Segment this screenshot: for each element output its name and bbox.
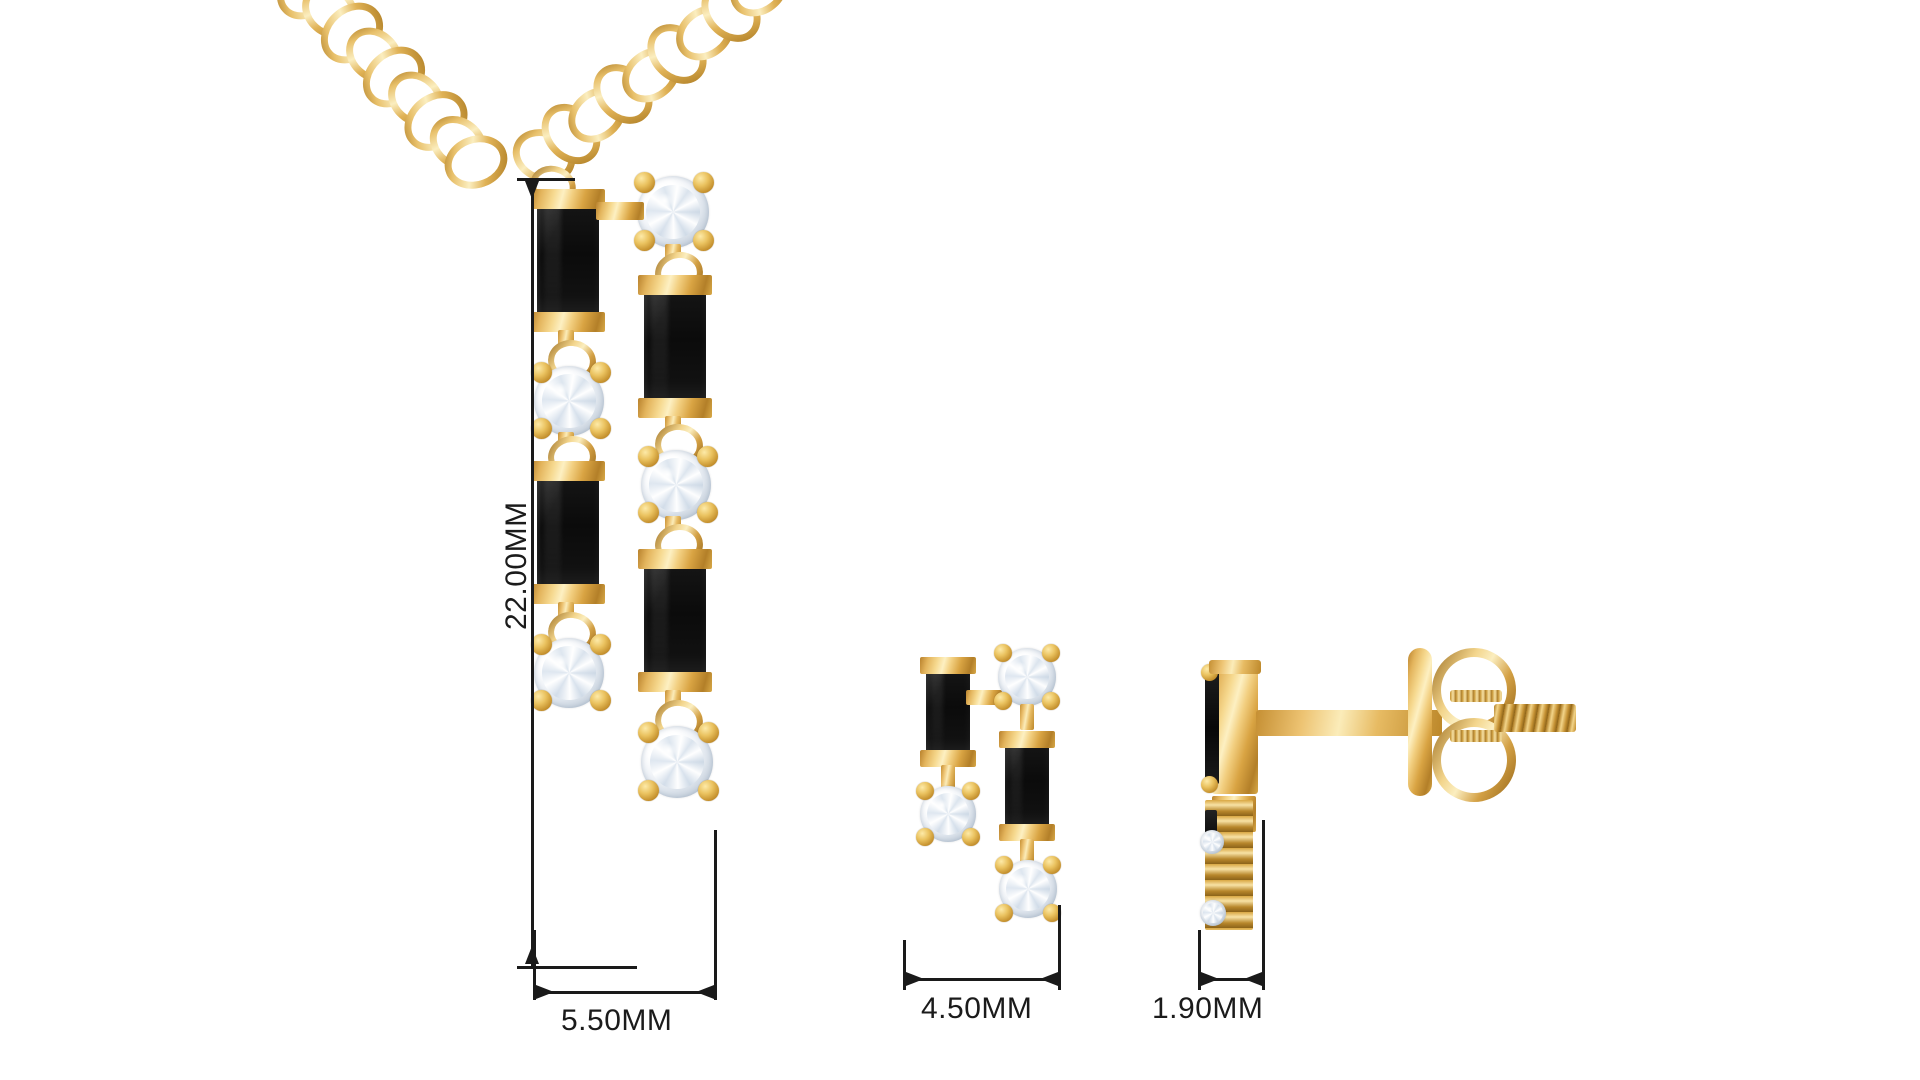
arrow-head — [906, 972, 924, 986]
prong — [1201, 776, 1218, 793]
baguette-gemstone — [644, 282, 706, 410]
extension-line — [903, 940, 906, 990]
threaded-post-tail — [1494, 704, 1576, 732]
prong — [531, 418, 552, 439]
gem-setting-cap — [531, 584, 605, 604]
round-diamond-side — [1200, 900, 1226, 926]
prong — [693, 230, 714, 251]
prong — [994, 692, 1012, 710]
pendant-left-strand — [0, 0, 700, 1000]
prong — [962, 828, 980, 846]
gem-setting-cap — [920, 750, 976, 767]
gem-setting-cap — [531, 189, 605, 209]
gem-setting-cap — [999, 731, 1055, 748]
extension-line — [1198, 930, 1201, 990]
gem-setting-cap — [531, 461, 605, 481]
prong — [1043, 904, 1061, 922]
connector-bar — [941, 765, 955, 789]
prong — [638, 780, 659, 801]
pendant-right-strand — [0, 0, 800, 1010]
prong — [697, 502, 718, 523]
prong — [634, 230, 655, 251]
gem-setting-cap — [638, 398, 712, 418]
prong — [531, 362, 552, 383]
round-diamond-side — [1200, 830, 1224, 854]
arrow-head — [1201, 972, 1219, 986]
side-setting-body — [1212, 662, 1258, 794]
baguette-gemstone — [537, 196, 599, 324]
prong — [995, 856, 1013, 874]
prong — [1042, 644, 1060, 662]
prong — [638, 722, 659, 743]
baguette-gemstone — [644, 556, 706, 684]
dimension-label-4-50mm: 4.50MM — [921, 992, 1033, 1025]
extension-line — [517, 178, 575, 181]
extension-line — [714, 830, 717, 1000]
gem-setting-cap — [531, 312, 605, 332]
prong — [590, 362, 611, 383]
baguette-gemstone — [926, 664, 970, 760]
gem-setting-cap — [638, 275, 712, 295]
gem-setting-cap — [638, 672, 712, 692]
prong — [531, 634, 552, 655]
dimension-label-1-90mm: 1.90MM — [1152, 992, 1264, 1025]
cross-link-bar — [596, 202, 644, 220]
prong — [638, 502, 659, 523]
earring-side-view — [1200, 648, 1576, 930]
extension-line — [533, 930, 536, 1000]
prong — [1043, 856, 1061, 874]
cross-link-bar — [966, 690, 1002, 705]
prong — [698, 780, 719, 801]
arrow-head — [1244, 972, 1262, 986]
dimension-line — [903, 978, 1061, 981]
gem-setting-cap — [920, 657, 976, 674]
prong — [531, 690, 552, 711]
dimension-line — [531, 178, 534, 968]
gem-setting-cap — [638, 549, 712, 569]
prong — [590, 690, 611, 711]
arrow-head — [536, 985, 554, 999]
prong — [638, 446, 659, 467]
baguette-gemstone — [1005, 738, 1049, 834]
prong — [962, 782, 980, 800]
arrow-head — [696, 985, 714, 999]
prong — [693, 172, 714, 193]
dimension-label-5-50mm: 5.50MM — [561, 1004, 673, 1037]
prong — [916, 828, 934, 846]
dimension-line — [1198, 978, 1265, 981]
extension-line — [1262, 820, 1265, 990]
prong — [1042, 692, 1060, 710]
butterfly-grip — [1450, 690, 1502, 702]
butterfly-grip — [1450, 730, 1502, 742]
dimension-line — [533, 991, 717, 994]
baguette-gemstone — [537, 468, 599, 596]
prong — [916, 782, 934, 800]
prong — [590, 634, 611, 655]
side-setting-cap — [1209, 660, 1261, 674]
prong — [994, 644, 1012, 662]
extension-line — [1058, 905, 1061, 990]
side-gem-edge — [1205, 672, 1219, 784]
extension-line — [517, 966, 637, 969]
connector-bar — [1020, 704, 1034, 730]
prong — [698, 722, 719, 743]
prong — [697, 446, 718, 467]
prong — [634, 172, 655, 193]
arrow-head — [1040, 972, 1058, 986]
butterfly-back-plate — [1408, 648, 1432, 796]
earring-front-view — [0, 0, 1120, 1010]
prong — [995, 904, 1013, 922]
arrow-head — [525, 181, 539, 199]
prong — [590, 418, 611, 439]
connector-bar — [1020, 839, 1034, 863]
gem-setting-cap — [999, 824, 1055, 841]
